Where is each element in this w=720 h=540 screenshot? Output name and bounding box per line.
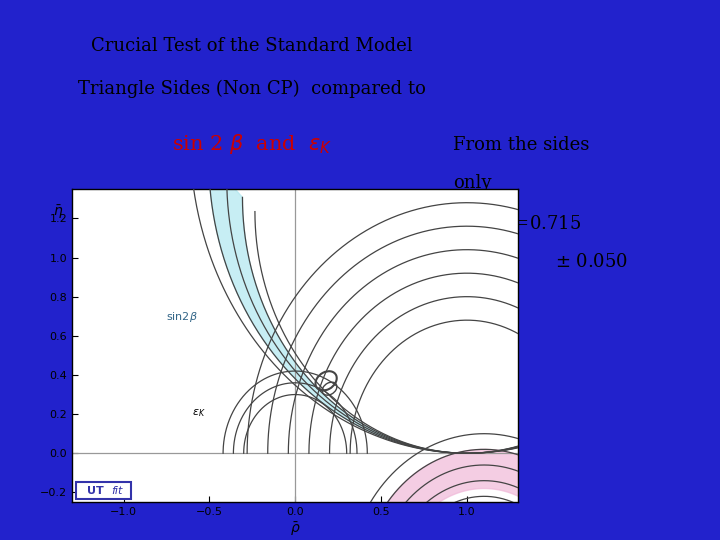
Text: only: only bbox=[454, 173, 492, 192]
Text: $\varepsilon_K$: $\varepsilon_K$ bbox=[192, 407, 206, 419]
Text: sin2$\beta$: sin2$\beta$ bbox=[166, 310, 198, 324]
Text: $\pm$ 0.050: $\pm$ 0.050 bbox=[555, 253, 629, 271]
Text: From the sides: From the sides bbox=[454, 136, 590, 153]
Text: Triangle Sides (Non CP)  compared to: Triangle Sides (Non CP) compared to bbox=[78, 79, 426, 98]
Polygon shape bbox=[209, 159, 720, 453]
Text: UT: UT bbox=[87, 487, 104, 496]
Text: sin 2 $\beta$=0.715: sin 2 $\beta$=0.715 bbox=[454, 213, 582, 235]
Text: $\bar{\eta}$: $\bar{\eta}$ bbox=[53, 202, 63, 220]
Text: fit: fit bbox=[112, 487, 123, 496]
Text: Crucial Test of the Standard Model: Crucial Test of the Standard Model bbox=[91, 37, 413, 56]
FancyBboxPatch shape bbox=[76, 482, 131, 499]
Polygon shape bbox=[362, 449, 557, 540]
X-axis label: $\bar{\rho}$: $\bar{\rho}$ bbox=[290, 520, 300, 538]
Text: sin 2 $\beta$  and  $\varepsilon_K$: sin 2 $\beta$ and $\varepsilon_K$ bbox=[172, 132, 332, 156]
